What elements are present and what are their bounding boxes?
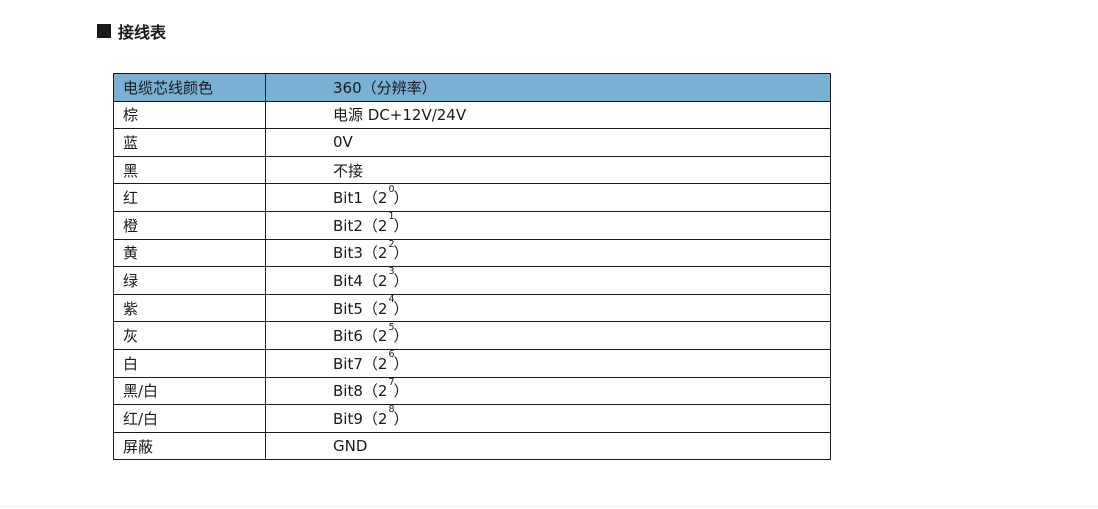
signal-text: Bit3（2 — [333, 244, 388, 263]
signal-cell: Bit5（24） — [265, 293, 831, 323]
wire-color-cell: 白 — [113, 348, 266, 378]
signal-cell: GND — [265, 431, 831, 461]
signal-text: 电源 DC+12V/24V — [333, 106, 467, 125]
signal-exponent: 6 — [388, 349, 395, 361]
signal-cell: Bit2（21） — [265, 210, 831, 240]
signal-text-suffix: ） — [393, 327, 409, 346]
wiring-table: 电缆芯线颜色 360（分辨率） 棕 电源 DC+12V/24V 蓝 0V 黑 不… — [113, 73, 831, 461]
signal-exponent: 1 — [388, 211, 395, 223]
table-row: 棕 电源 DC+12V/24V — [113, 100, 831, 130]
wire-color-cell: 棕 — [113, 100, 266, 130]
table-row: 黄 Bit3（22） — [113, 238, 831, 268]
signal-text: Bit7（2 — [333, 354, 388, 373]
wire-color-cell: 橙 — [113, 210, 266, 240]
signal-cell: Bit4（23） — [265, 266, 831, 295]
table-row: 黑 不接 — [113, 155, 831, 185]
signal-text: Bit4（2 — [333, 271, 388, 290]
header-cell-resolution: 360（分辨率） — [265, 73, 831, 102]
wire-color-cell: 红/白 — [113, 404, 266, 433]
signal-cell: Bit3（22） — [265, 238, 831, 268]
wire-color-cell: 绿 — [113, 266, 266, 295]
wire-color-cell: 灰 — [113, 321, 266, 350]
table-row: 屏蔽 GND — [113, 431, 831, 461]
signal-text-suffix: ） — [393, 299, 409, 318]
signal-cell: 不接 — [265, 155, 831, 185]
signal-text-suffix: ） — [393, 244, 409, 263]
signal-text: GND — [333, 437, 368, 456]
signal-text: Bit2（2 — [333, 216, 388, 235]
signal-text-suffix: ） — [393, 271, 409, 290]
table-row: 橙 Bit2（21） — [113, 210, 831, 240]
table-row: 红 Bit1（20） — [113, 183, 831, 212]
signal-exponent: 7 — [388, 377, 395, 388]
table-row: 白 Bit7（26） — [113, 348, 831, 378]
table-row: 灰 Bit6（25） — [113, 321, 831, 350]
section-marker-icon — [97, 24, 111, 38]
signal-text: Bit6（2 — [333, 327, 388, 346]
signal-cell: 0V — [265, 128, 831, 157]
wire-color-cell: 黑 — [113, 155, 266, 185]
signal-text-suffix: ） — [393, 382, 409, 401]
signal-text: Bit5（2 — [333, 299, 388, 318]
table-row: 黑/白 Bit8（27） — [113, 376, 831, 406]
signal-exponent: 3 — [388, 266, 395, 278]
signal-cell: Bit9（28） — [265, 404, 831, 433]
signal-exponent: 4 — [388, 294, 395, 306]
wire-color-cell: 紫 — [113, 293, 266, 323]
table-row: 红/白 Bit9（28） — [113, 404, 831, 433]
table-row: 紫 Bit5（24） — [113, 293, 831, 323]
signal-exponent: 0 — [388, 183, 395, 195]
table-row: 绿 Bit4（23） — [113, 266, 831, 295]
signal-cell: Bit1（20） — [265, 183, 831, 212]
signal-cell: Bit7（26） — [265, 348, 831, 378]
signal-cell: 电源 DC+12V/24V — [265, 100, 831, 130]
signal-exponent: 2 — [388, 239, 395, 250]
signal-cell: Bit8（27） — [265, 376, 831, 406]
section-title: 接线表 — [97, 19, 166, 43]
wire-color-cell: 蓝 — [113, 128, 266, 157]
table-row: 蓝 0V — [113, 128, 831, 157]
signal-text-suffix: ） — [393, 354, 409, 373]
signal-text: Bit8（2 — [333, 382, 388, 401]
signal-text: 不接 — [333, 161, 364, 180]
signal-text: 0V — [333, 133, 353, 152]
section-title-text: 接线表 — [118, 23, 167, 42]
signal-exponent: 8 — [388, 404, 395, 416]
wire-color-cell: 红 — [113, 183, 266, 212]
signal-text: Bit1（2 — [333, 189, 388, 208]
signal-text-suffix: ） — [393, 409, 409, 428]
wire-color-cell: 黄 — [113, 238, 266, 268]
wire-color-cell: 屏蔽 — [113, 431, 266, 461]
signal-text-suffix: ） — [393, 216, 409, 235]
signal-cell: Bit6（25） — [265, 321, 831, 350]
wire-color-cell: 黑/白 — [113, 376, 266, 406]
signal-text-suffix: ） — [393, 189, 409, 208]
header-cell-wire-color: 电缆芯线颜色 — [113, 73, 266, 102]
page-bottom-divider — [0, 506, 1098, 507]
table-header-row: 电缆芯线颜色 360（分辨率） — [113, 73, 831, 102]
signal-exponent: 5 — [388, 321, 395, 333]
signal-text: Bit9（2 — [333, 409, 388, 428]
